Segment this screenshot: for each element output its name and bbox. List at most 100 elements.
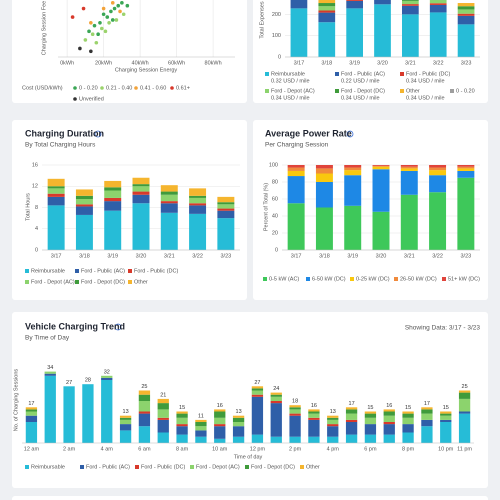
y-tick-label: 0 bbox=[275, 247, 278, 253]
bar-segment bbox=[47, 188, 65, 194]
info-icon[interactable] bbox=[346, 130, 354, 138]
bar-segment bbox=[308, 436, 320, 443]
bar-segment bbox=[457, 166, 475, 169]
bar-segment bbox=[345, 422, 358, 435]
bar-segment bbox=[44, 375, 56, 443]
legend-marker bbox=[80, 465, 84, 469]
card bbox=[12, 312, 488, 488]
legend-marker bbox=[400, 72, 404, 76]
x-tick-label: 8 am bbox=[176, 446, 189, 452]
legend-label: Reimbursable bbox=[271, 71, 305, 77]
x-tick-label: 3/22 bbox=[192, 253, 203, 259]
bar-segment bbox=[402, 432, 414, 443]
x-tick-label: 80kWh bbox=[205, 60, 222, 66]
legend-marker bbox=[442, 277, 446, 281]
total-label: 25 bbox=[141, 384, 147, 390]
x-tick-label: 3/18 bbox=[321, 60, 332, 66]
bar-segment bbox=[214, 411, 226, 418]
scatter-point bbox=[101, 12, 106, 17]
total-label: 16 bbox=[311, 403, 317, 409]
bar-segment bbox=[157, 419, 169, 433]
bar-segment bbox=[440, 422, 452, 443]
total-label: 15 bbox=[367, 405, 373, 411]
bar-segment bbox=[214, 438, 226, 443]
x-tick-label: 3/22 bbox=[433, 60, 444, 66]
bar-segment bbox=[315, 182, 333, 208]
bar-segment bbox=[345, 409, 358, 414]
bar-segment bbox=[457, 3, 475, 7]
scatter-point bbox=[83, 38, 88, 42]
total-label: 28 bbox=[85, 378, 91, 384]
bar-segment bbox=[315, 165, 333, 169]
total-label: 25 bbox=[462, 384, 468, 390]
info-icon[interactable] bbox=[114, 323, 122, 331]
scatter-point bbox=[101, 6, 106, 11]
info-icon[interactable] bbox=[94, 130, 102, 138]
legend-rate: 0.32 USD / mile bbox=[271, 78, 310, 84]
bar-segment bbox=[372, 211, 390, 250]
legend-label: 6-50 kW (DC) bbox=[312, 276, 346, 282]
x-tick-label: 2 pm bbox=[289, 446, 302, 452]
y-tick-label: 100 bbox=[272, 33, 281, 39]
bar-segment bbox=[104, 210, 122, 250]
bar-segment bbox=[25, 415, 38, 422]
bar-segment bbox=[458, 390, 471, 393]
bar-segment bbox=[402, 0, 419, 1]
total-label: 16 bbox=[386, 403, 392, 409]
legend-marker bbox=[265, 72, 269, 76]
x-axis-label: Time of day bbox=[234, 454, 263, 460]
bar-segment bbox=[457, 9, 475, 14]
scatter-point bbox=[81, 6, 86, 11]
bar-segment bbox=[75, 206, 93, 215]
bar-segment bbox=[75, 195, 93, 199]
y-axis-label: Total Expenses bbox=[259, 1, 265, 39]
bar-segment bbox=[429, 0, 447, 4]
bar-segment bbox=[251, 396, 264, 435]
card-title: Charging Duration bbox=[25, 128, 104, 138]
bar-segment bbox=[189, 205, 207, 214]
x-tick-label: 3/19 bbox=[107, 253, 118, 259]
bar-segment bbox=[440, 413, 452, 416]
scatter-point bbox=[110, 18, 115, 22]
scatter-point bbox=[96, 32, 100, 36]
bar-segment bbox=[119, 419, 132, 425]
bar-segment bbox=[119, 415, 132, 418]
bar-segment bbox=[270, 401, 282, 404]
bar-segment bbox=[289, 409, 301, 414]
bar-segment bbox=[101, 380, 113, 443]
bar-segment bbox=[214, 409, 226, 412]
card-title: Average Power Rate bbox=[265, 128, 352, 138]
legend-label: 0-5 kW (AC) bbox=[269, 276, 299, 282]
bar-segment bbox=[138, 401, 151, 412]
scatter-point bbox=[114, 18, 119, 22]
bar-segment bbox=[75, 189, 93, 196]
legend-rate: 0.34 USD / mile bbox=[406, 95, 445, 101]
bar-segment bbox=[383, 415, 395, 422]
x-tick-label: 3/18 bbox=[79, 253, 90, 259]
bar-segment bbox=[458, 411, 471, 414]
scatter-point bbox=[109, 9, 113, 14]
y-tick-label: 100 bbox=[269, 162, 278, 168]
bar-segment bbox=[402, 4, 419, 6]
bar-segment bbox=[104, 201, 122, 211]
legend-marker bbox=[73, 86, 77, 90]
bar-segment bbox=[176, 424, 188, 427]
total-label: 34 bbox=[47, 365, 53, 371]
legend-rate: 0.34 USD / mile bbox=[271, 95, 310, 101]
bar-segment bbox=[429, 3, 447, 5]
bar-segment bbox=[251, 386, 264, 389]
x-tick-label: 3/20 bbox=[376, 253, 387, 259]
x-tick-label: 3/23 bbox=[461, 60, 472, 66]
bar-segment bbox=[318, 3, 336, 7]
x-tick-label: 8 pm bbox=[402, 446, 415, 452]
scatter-point bbox=[112, 6, 117, 11]
y-tick-label: 80 bbox=[272, 179, 278, 185]
scatter-point bbox=[120, 1, 124, 5]
bar-segment bbox=[104, 197, 122, 202]
total-label: 17 bbox=[349, 401, 355, 407]
bar-segment bbox=[364, 424, 377, 435]
bar-segment bbox=[232, 426, 245, 437]
y-tick-label: 8 bbox=[35, 205, 38, 211]
bar-segment bbox=[104, 187, 122, 191]
legend-label: Other bbox=[134, 279, 148, 285]
